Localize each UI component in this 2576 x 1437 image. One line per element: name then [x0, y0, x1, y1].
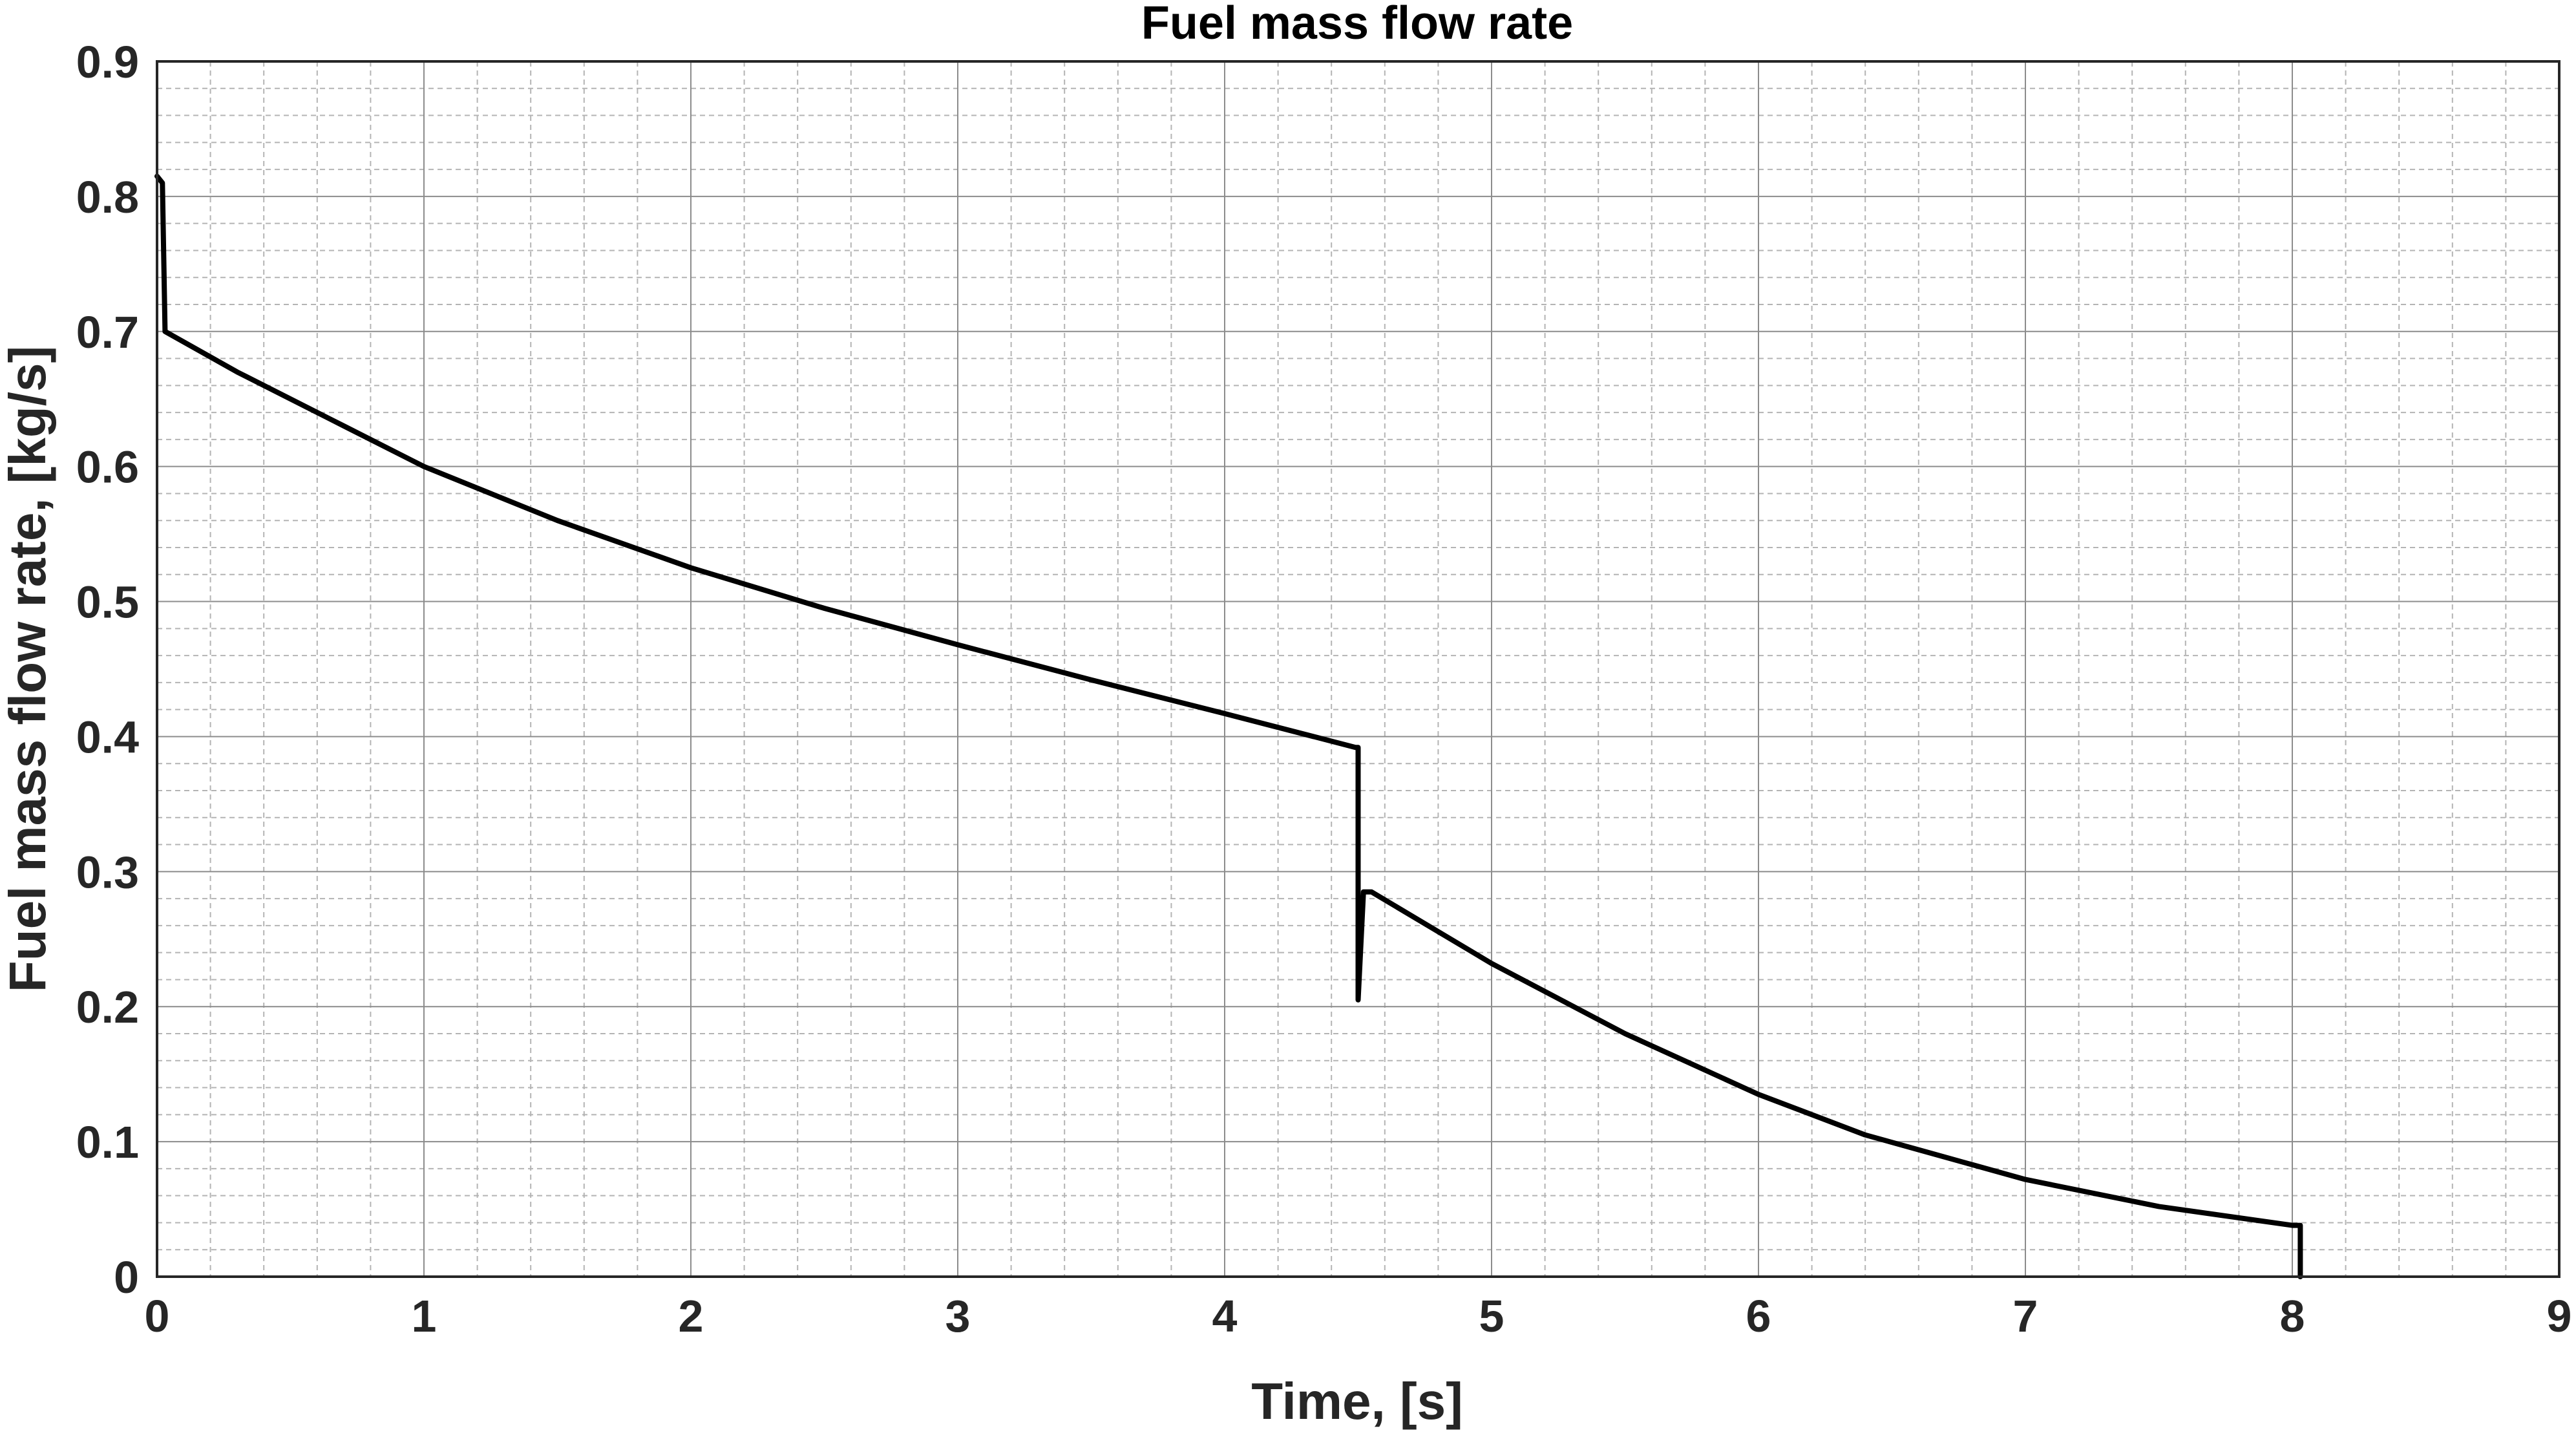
y-tick-label: 0.2: [76, 982, 139, 1032]
x-tick-label: 0: [145, 1291, 170, 1341]
x-tick-label: 4: [1212, 1291, 1238, 1341]
series-line: [154, 173, 2303, 1279]
y-tick-label: 0.8: [76, 172, 139, 222]
x-tick-label: 6: [1746, 1291, 1771, 1341]
x-tick-label: 7: [2013, 1291, 2038, 1341]
plot-area: [157, 61, 2559, 1277]
x-axis-label: Time, [s]: [1251, 1372, 1463, 1430]
chart-title: Fuel mass flow rate: [1141, 0, 1573, 49]
x-tick-label: 2: [679, 1291, 704, 1341]
y-tick-label: 0.1: [76, 1117, 139, 1167]
y-tick-label: 0: [114, 1252, 139, 1303]
x-tick-label: 9: [2547, 1291, 2572, 1341]
x-tick-label: 1: [412, 1291, 437, 1341]
y-tick-label: 0.7: [76, 307, 139, 357]
y-tick-label: 0.9: [76, 37, 139, 87]
y-axis-label: Fuel mass flow rate, [kg/s]: [0, 346, 56, 992]
major-grid: [157, 61, 2559, 1277]
y-tick-labels: 0 0.1 0.2 0.3 0.4 0.5 0.6 0.7 0.8 0.9: [76, 37, 139, 1303]
x-tick-labels: 0 1 2 3 4 5 6 7 8 9: [145, 1291, 2572, 1341]
x-tick-label: 5: [1479, 1291, 1504, 1341]
x-tick-label: 3: [945, 1291, 971, 1341]
y-tick-label: 0.5: [76, 577, 139, 628]
series-layer: [154, 173, 2303, 1279]
y-tick-label: 0.6: [76, 442, 139, 493]
x-tick-label: 8: [2280, 1291, 2305, 1341]
axes-box: [156, 60, 2560, 1278]
y-tick-label: 0.3: [76, 847, 139, 897]
y-tick-label: 0.4: [76, 712, 139, 762]
